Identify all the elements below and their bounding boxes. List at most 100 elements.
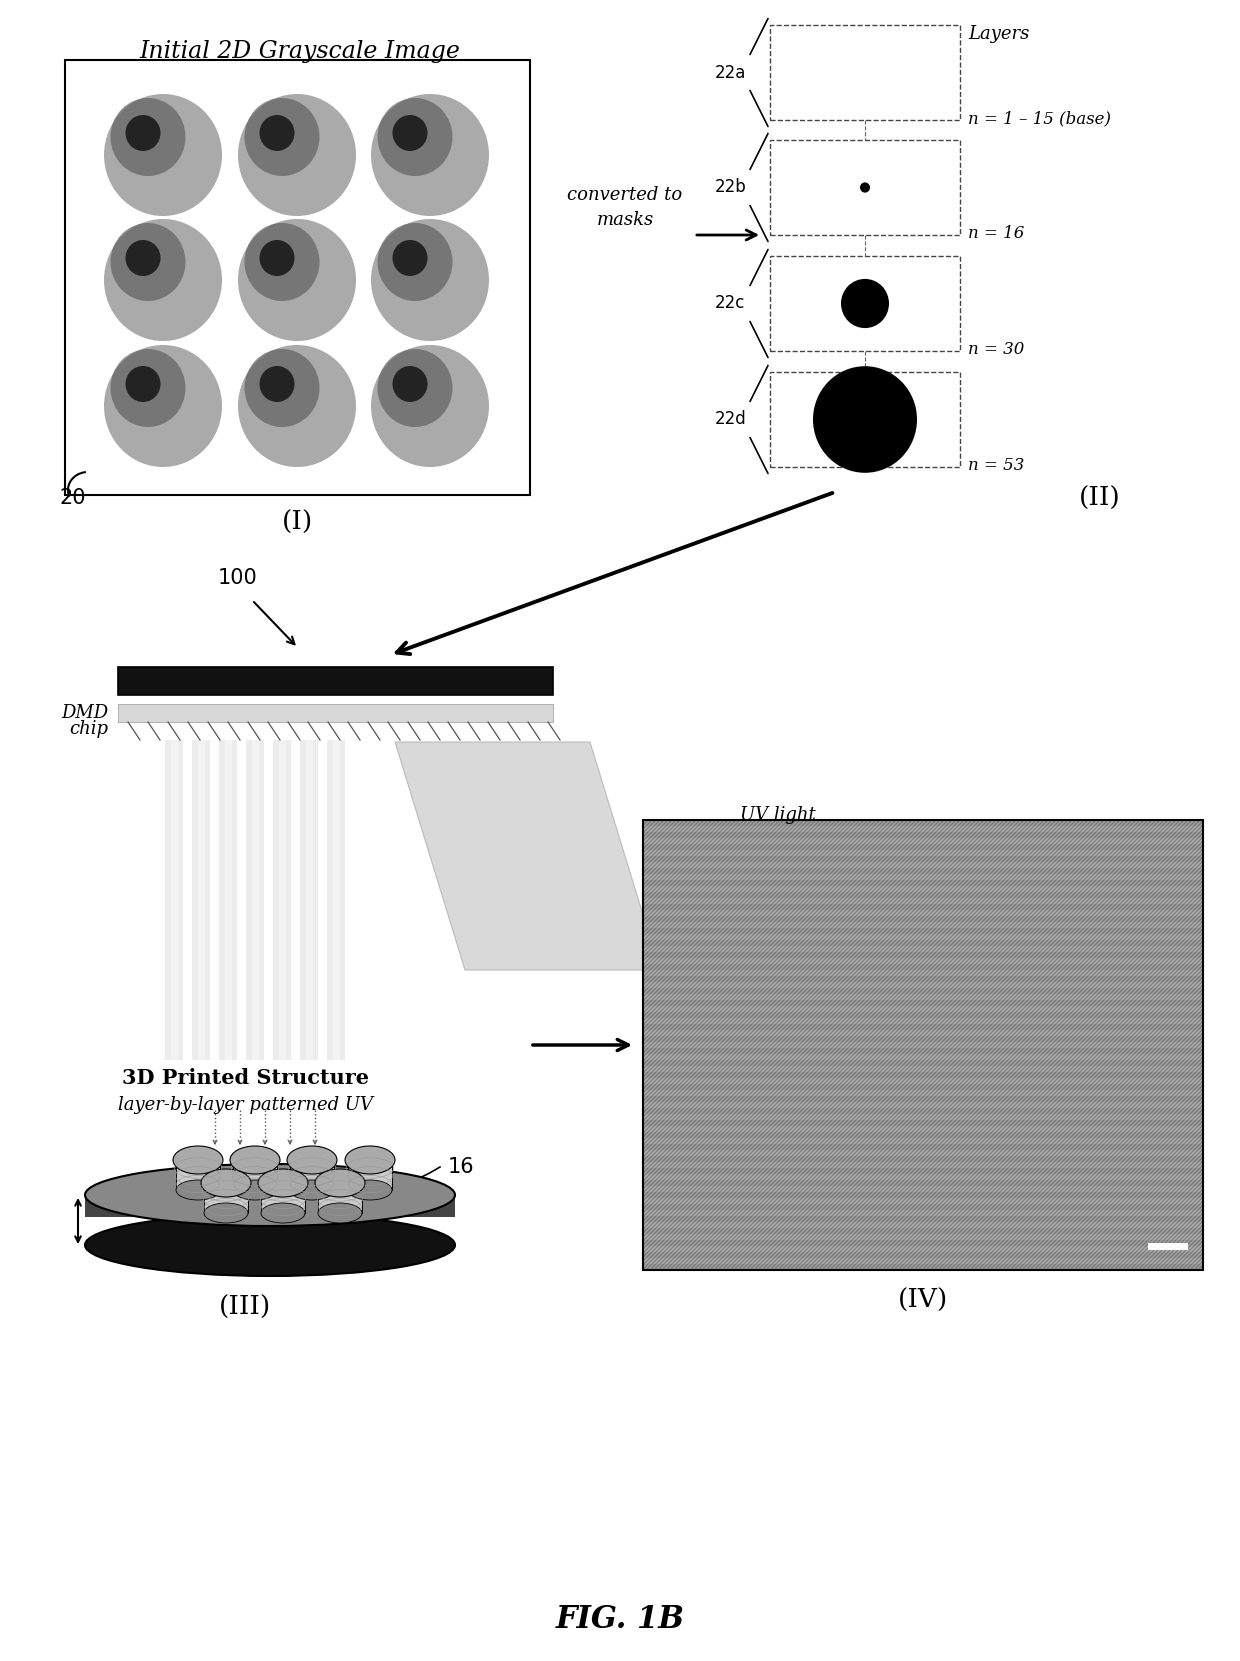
Ellipse shape	[229, 1146, 280, 1174]
Text: chip: chip	[69, 719, 108, 737]
Ellipse shape	[201, 1169, 250, 1198]
Bar	[118, 668, 553, 694]
Bar	[165, 741, 184, 1060]
Ellipse shape	[377, 223, 453, 301]
Ellipse shape	[259, 365, 295, 402]
Ellipse shape	[125, 365, 160, 402]
Ellipse shape	[238, 95, 356, 216]
Text: 3D Printed Structure: 3D Printed Structure	[122, 1068, 368, 1088]
Text: (I): (I)	[281, 510, 312, 535]
Text: 100: 100	[218, 568, 258, 588]
Ellipse shape	[110, 98, 186, 176]
Bar	[327, 741, 345, 1060]
Text: (II): (II)	[1079, 487, 1121, 512]
Bar	[118, 704, 553, 723]
Ellipse shape	[393, 365, 428, 402]
Ellipse shape	[259, 239, 295, 276]
Ellipse shape	[244, 223, 320, 301]
Ellipse shape	[104, 95, 222, 216]
Ellipse shape	[86, 1214, 455, 1276]
Bar	[770, 25, 960, 120]
Bar	[273, 741, 291, 1060]
Text: Initial 2D Grayscale Image: Initial 2D Grayscale Image	[140, 40, 460, 63]
Ellipse shape	[125, 239, 160, 276]
Ellipse shape	[86, 1164, 455, 1226]
Ellipse shape	[345, 1146, 396, 1174]
Text: 20: 20	[60, 488, 87, 508]
Bar	[205, 1188, 248, 1213]
Ellipse shape	[244, 349, 320, 427]
Text: 22a: 22a	[715, 63, 746, 81]
Ellipse shape	[205, 1203, 248, 1222]
Ellipse shape	[286, 1146, 337, 1174]
Ellipse shape	[377, 349, 453, 427]
Ellipse shape	[813, 365, 918, 473]
Bar	[317, 1188, 362, 1213]
Ellipse shape	[233, 1179, 277, 1199]
Bar	[86, 1194, 455, 1218]
Ellipse shape	[861, 183, 870, 193]
Ellipse shape	[238, 219, 356, 341]
Ellipse shape	[176, 1179, 219, 1199]
Ellipse shape	[125, 115, 160, 151]
Ellipse shape	[238, 345, 356, 467]
Text: n = 16: n = 16	[968, 224, 1024, 243]
Bar	[1148, 1242, 1188, 1251]
Ellipse shape	[317, 1203, 362, 1222]
Text: masks: masks	[596, 211, 653, 229]
Bar	[192, 741, 210, 1060]
Text: (IV): (IV)	[898, 1287, 949, 1312]
Polygon shape	[396, 742, 660, 970]
Bar	[224, 741, 232, 1060]
Bar	[770, 372, 960, 467]
Text: layer-by-layer patterned UV: layer-by-layer patterned UV	[118, 1096, 372, 1115]
Bar	[306, 741, 312, 1060]
Ellipse shape	[244, 98, 320, 176]
Bar	[644, 821, 1203, 1271]
Bar	[246, 741, 264, 1060]
Bar	[290, 1164, 334, 1189]
Ellipse shape	[258, 1169, 308, 1198]
Bar	[198, 741, 205, 1060]
Ellipse shape	[290, 1179, 334, 1199]
Bar	[252, 741, 259, 1060]
Bar	[233, 1164, 277, 1189]
Bar	[86, 1193, 455, 1218]
Text: n = 30: n = 30	[968, 341, 1024, 359]
Bar	[260, 1188, 305, 1213]
Text: UV light: UV light	[740, 806, 816, 824]
Bar	[219, 741, 237, 1060]
Ellipse shape	[371, 219, 489, 341]
Text: 22b: 22b	[715, 178, 746, 196]
Ellipse shape	[110, 223, 186, 301]
Ellipse shape	[348, 1179, 392, 1199]
Ellipse shape	[110, 349, 186, 427]
Bar	[348, 1164, 392, 1189]
Text: converted to: converted to	[568, 186, 683, 204]
Ellipse shape	[259, 115, 295, 151]
Ellipse shape	[315, 1169, 365, 1198]
Ellipse shape	[104, 219, 222, 341]
Bar	[770, 256, 960, 350]
Text: (III): (III)	[219, 1296, 272, 1320]
Ellipse shape	[260, 1203, 305, 1222]
Bar	[171, 741, 179, 1060]
Bar	[176, 1164, 219, 1189]
Bar	[770, 140, 960, 234]
Ellipse shape	[377, 98, 453, 176]
Text: n = 1 – 15 (base): n = 1 – 15 (base)	[968, 110, 1111, 126]
Bar	[300, 741, 317, 1060]
Ellipse shape	[371, 95, 489, 216]
Ellipse shape	[393, 115, 428, 151]
Bar	[64, 60, 529, 495]
Text: 16: 16	[448, 1158, 475, 1178]
Ellipse shape	[104, 345, 222, 467]
Ellipse shape	[393, 239, 428, 276]
Text: 22d: 22d	[715, 410, 746, 429]
Text: DMD: DMD	[61, 704, 108, 723]
Text: FIG. 1B: FIG. 1B	[556, 1605, 684, 1636]
Text: n = 53: n = 53	[968, 457, 1024, 473]
Text: Layers: Layers	[968, 25, 1029, 43]
Bar	[334, 741, 340, 1060]
Bar	[279, 741, 286, 1060]
